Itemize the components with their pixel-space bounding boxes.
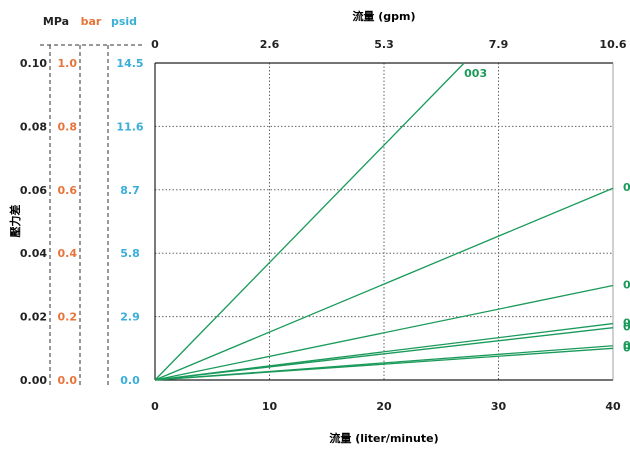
x2-tick-label: 5.3: [374, 38, 394, 51]
y-tick-label-bar: 1.0: [58, 57, 78, 70]
series-label: 0: [623, 341, 630, 354]
x2-axis-title: 流量 (gpm): [352, 9, 415, 23]
unit-header-MPa: MPa: [43, 15, 69, 28]
y-axis-title: 壓力差: [8, 205, 22, 238]
series-label: 0: [623, 181, 630, 194]
series-line: [154, 187, 614, 381]
series-lines: [154, 62, 614, 381]
y-tick-label-psid: 2.9: [120, 311, 140, 324]
y-tick-label-psid: 11.6: [116, 120, 143, 133]
series-line: [154, 62, 465, 381]
y-tick-label-psid: 0.0: [120, 374, 140, 387]
series-line: [154, 347, 614, 381]
series-label: 0: [623, 317, 630, 330]
y-tick-label-MPa: 0.10: [20, 57, 47, 70]
y-tick-label-bar: 0.2: [58, 311, 78, 324]
grid-lines: [155, 63, 613, 380]
plot-frame: [154, 62, 614, 381]
y-tick-label-MPa: 0.08: [20, 120, 47, 133]
pressure-unit-axes: MPa bar psid: [40, 15, 145, 388]
x-tick-label: 40: [605, 400, 621, 413]
series-line: [154, 284, 614, 381]
y-tick-label-bar: 0.0: [58, 374, 78, 387]
series-label: 0: [623, 279, 630, 292]
unit-header-bar: bar: [81, 15, 102, 28]
y-tick-label-bar: 0.4: [58, 247, 78, 260]
y-tick-label-bar: 0.8: [58, 120, 78, 133]
y-tick-label-MPa: 0.00: [20, 374, 47, 387]
x-tick-label: 10: [262, 400, 278, 413]
series-label: 003: [464, 67, 487, 80]
series-line: [154, 322, 614, 381]
y-tick-label-MPa: 0.06: [20, 184, 47, 197]
x-tick-label: 30: [491, 400, 507, 413]
series-line: [154, 327, 614, 381]
y-tick-label-MPa: 0.02: [20, 311, 47, 324]
y-tick-label-psid: 5.8: [120, 247, 140, 260]
x2-tick-label: 2.6: [260, 38, 280, 51]
tick-labels: 0.000.020.040.060.080.100.00.20.40.60.81…: [20, 38, 627, 413]
series-label: 0: [623, 339, 630, 352]
x2-tick-label: 0: [151, 38, 159, 51]
x-tick-label: 0: [151, 400, 159, 413]
y-tick-label-bar: 0.6: [58, 184, 78, 197]
unit-header-psid: psid: [111, 15, 137, 28]
x2-tick-label: 7.9: [489, 38, 509, 51]
x-tick-label: 20: [376, 400, 392, 413]
x2-tick-label: 10.6: [599, 38, 626, 51]
y-tick-label-MPa: 0.04: [20, 247, 47, 260]
x-axis-title: 流量 (liter/minute): [329, 431, 438, 445]
y-tick-label-psid: 8.7: [120, 184, 140, 197]
y-tick-label-psid: 14.5: [116, 57, 143, 70]
series-label: 0: [623, 321, 630, 334]
